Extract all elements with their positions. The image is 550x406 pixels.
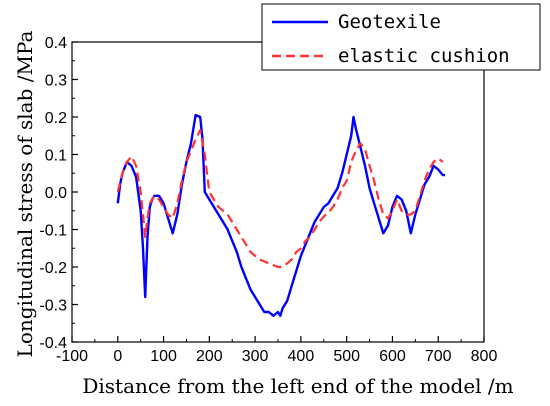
series-layer <box>116 113 446 317</box>
x-tick-label: 200 <box>196 348 223 365</box>
series-line-elastic-cushion <box>116 129 444 269</box>
x-tick-label: 100 <box>150 348 177 365</box>
legend-label: Geotexile <box>338 11 441 33</box>
legend-box <box>261 3 541 71</box>
y-tick-label: -0.2 <box>39 260 67 277</box>
axis-tick-labels: -100 0 100 200 300 400 500 600 700 800 -0.4 -0.3 -0.… <box>39 35 497 365</box>
y-tick-label: -0.1 <box>39 223 67 240</box>
series-line-geotexile <box>116 113 446 317</box>
axis-ticks <box>71 41 485 343</box>
legend-label: elastic cushion <box>338 45 510 67</box>
y-axis-title: Longitudinal stress of slab /MPa <box>13 30 37 357</box>
legend: Geotexile elastic cushion <box>261 3 541 71</box>
x-tick-label: 300 <box>242 348 269 365</box>
legend-items: Geotexile elastic cushion <box>272 11 510 67</box>
y-tick-label: 0.4 <box>45 35 67 52</box>
y-tick-label: 0.1 <box>45 148 67 165</box>
y-tick-label: 0.0 <box>45 185 67 202</box>
y-tick-label: -0.4 <box>39 335 67 352</box>
x-tick-label: 700 <box>425 348 452 365</box>
x-axis-title: Distance from the left end of the model … <box>82 374 513 398</box>
x-tick-label: 400 <box>288 348 315 365</box>
x-tick-label: -100 <box>56 348 88 365</box>
y-tick-label: 0.2 <box>45 110 67 127</box>
x-tick-label: 500 <box>333 348 360 365</box>
y-tick-label: -0.3 <box>39 298 67 315</box>
x-tick-label: 800 <box>471 348 498 365</box>
y-tick-label: 0.3 <box>45 73 67 90</box>
x-tick-label: 600 <box>379 348 406 365</box>
x-tick-label: 0 <box>113 348 122 365</box>
